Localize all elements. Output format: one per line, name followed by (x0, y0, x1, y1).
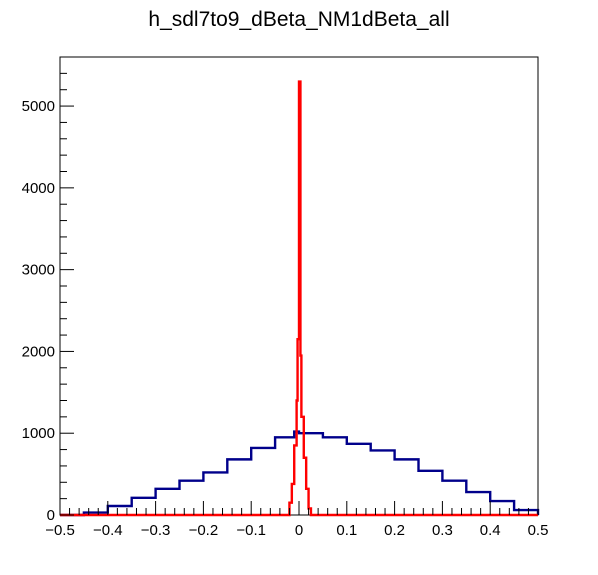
y-tick-label: 1000 (22, 425, 55, 442)
x-tick-label: 0.1 (336, 522, 357, 539)
x-tick-label: −0.3 (141, 522, 171, 539)
histogram-series-1 (60, 430, 540, 517)
y-tick-label: 2000 (22, 343, 55, 360)
x-tick-label: 0 (295, 522, 303, 539)
y-tick-label: 0 (47, 507, 55, 524)
histogram-series-2 (60, 80, 538, 517)
x-tick-label: 0.4 (480, 522, 501, 539)
x-tick-label: −0.5 (45, 522, 75, 539)
x-tick-label: −0.1 (236, 522, 266, 539)
y-tick-label: 3000 (22, 262, 55, 279)
x-tick-label: −0.2 (189, 522, 219, 539)
y-tick-label: 5000 (22, 98, 55, 115)
x-tick-label: 0.3 (432, 522, 453, 539)
chart-title: h_sdl7to9_dBeta_NM1dBeta_all (148, 8, 449, 31)
axis-layer: −0.5 −0.4 −0.3 −0.2 −0.1 0 0.1 0.2 0.3 0.4 0.5 0 100… (22, 72, 549, 539)
x-tick-label: 0.5 (528, 522, 549, 539)
x-tick-label: 0.2 (384, 522, 405, 539)
series-layer (60, 80, 540, 517)
x-tick-label: −0.4 (93, 522, 123, 539)
y-tick-label: 4000 (22, 180, 55, 197)
